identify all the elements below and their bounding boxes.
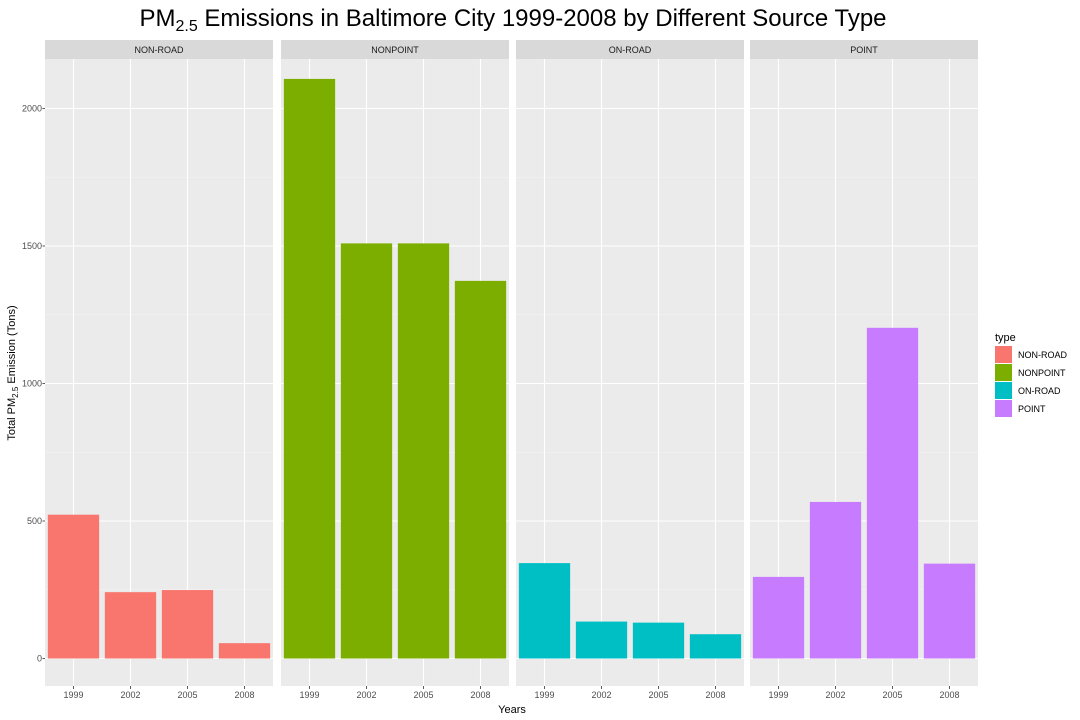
y-axis-title-rest: Emission (Tons) — [6, 305, 18, 386]
legend-label-non-road: NON-ROAD — [1018, 350, 1067, 360]
y-tick-label: 0 — [37, 654, 42, 664]
x-axis-title: Years — [498, 704, 526, 716]
facet-panel-nonpoint: NONPOINT 1999 2002 2005 2008 — [281, 40, 509, 700]
legend-label-on-road: ON-ROAD — [1018, 386, 1061, 396]
y-tick-label: 1500 — [22, 241, 42, 251]
bar-on-road-1999 — [518, 563, 571, 659]
x-tick-label: 1999 — [534, 690, 554, 700]
bar-on-road-2008 — [689, 634, 742, 659]
x-tick-label: 1999 — [299, 690, 319, 700]
bar-on-road-2002 — [575, 621, 628, 659]
facet-panel-non-road: NON-ROAD 1999 2002 2005 2008 — [45, 40, 273, 700]
bar-nonpoint-1999 — [283, 78, 336, 659]
x-tick-label: 2008 — [470, 690, 490, 700]
legend-key-nonpoint — [995, 364, 1012, 381]
facet-strip-label: NONPOINT — [371, 45, 419, 55]
facet-strip — [516, 40, 744, 59]
x-tick-label: 2002 — [120, 690, 140, 700]
legend-key-on-road — [995, 382, 1012, 399]
x-tick-label: 1999 — [63, 690, 83, 700]
facet-panel-on-road: ON-ROAD 1999 2002 2005 2008 — [516, 40, 744, 700]
facet-strip-label: ON-ROAD — [609, 45, 652, 55]
legend-key-point — [995, 400, 1012, 417]
chart-title-subscript: 2.5 — [175, 18, 197, 35]
bar-on-road-2005 — [632, 622, 685, 659]
x-tick-label: 2005 — [177, 690, 197, 700]
x-tick-label: 2005 — [882, 690, 902, 700]
facet-strip — [281, 40, 509, 59]
y-tick-label: 2000 — [22, 104, 42, 114]
y-tick-label: 500 — [27, 516, 42, 526]
bar-nonpoint-2008 — [454, 280, 507, 659]
x-tick-label: 2002 — [825, 690, 845, 700]
chart-title: PM2.5 Emissions in Baltimore City 1999-2… — [139, 5, 886, 35]
facet-strip-label: NON-ROAD — [135, 45, 184, 55]
y-axis-title-subscript: 2.5 — [11, 386, 20, 398]
bar-point-2005 — [866, 327, 919, 659]
legend-label-nonpoint: NONPOINT — [1018, 368, 1066, 378]
legend-label-point: POINT — [1018, 404, 1046, 414]
bar-non-road-2008 — [218, 643, 271, 659]
y-axis-title: Total PM2.5 Emission (Tons) — [6, 305, 20, 440]
bar-point-1999 — [752, 576, 805, 659]
facet-panel-point: POINT 1999 2002 2005 2008 — [750, 40, 978, 700]
x-tick-label: 2002 — [591, 690, 611, 700]
facet-panels: NON-ROAD 1999 2002 2005 2008 NONPOINT 1999 2002… — [45, 40, 978, 700]
bar-nonpoint-2002 — [340, 243, 393, 659]
y-axis-ticks: 0 500 1000 1500 2000 — [22, 104, 45, 664]
bar-non-road-2002 — [104, 592, 157, 659]
legend-key-non-road — [995, 346, 1012, 363]
facet-strip-label: POINT — [850, 45, 878, 55]
x-tick-label: 1999 — [768, 690, 788, 700]
chart-title-rest: Emissions in Baltimore City 1999-2008 by… — [198, 5, 887, 32]
x-tick-label: 2008 — [705, 690, 725, 700]
facet-strip — [45, 40, 273, 59]
legend-title: type — [995, 332, 1016, 344]
x-tick-label: 2008 — [939, 690, 959, 700]
x-tick-label: 2005 — [413, 690, 433, 700]
x-tick-label: 2005 — [648, 690, 668, 700]
y-axis-title-main: Total PM — [6, 398, 18, 441]
bar-non-road-2005 — [161, 590, 214, 659]
bar-point-2008 — [923, 563, 976, 659]
y-tick-label: 1000 — [22, 379, 42, 389]
bar-nonpoint-2005 — [397, 243, 450, 659]
x-tick-label: 2002 — [356, 690, 376, 700]
chart-title-main: PM — [139, 5, 175, 32]
facet-strip — [750, 40, 978, 59]
bar-non-road-1999 — [47, 514, 100, 659]
bar-point-2002 — [809, 501, 862, 659]
x-tick-label: 2008 — [234, 690, 254, 700]
